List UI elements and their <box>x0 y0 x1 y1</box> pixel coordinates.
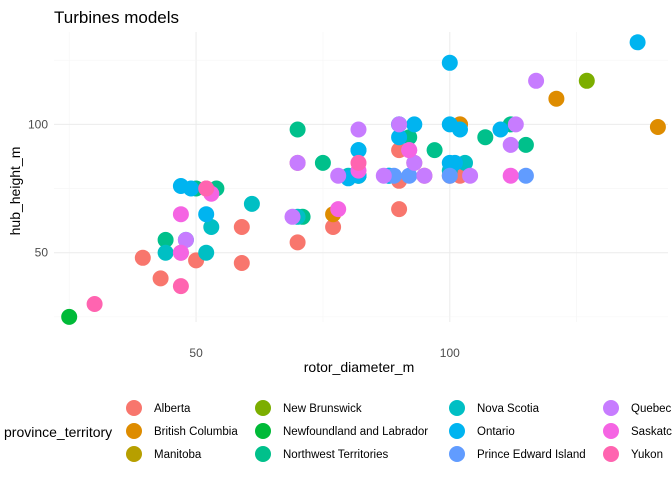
legend-key <box>449 400 465 416</box>
legend-label: Manitoba <box>154 449 202 461</box>
legend-label: Prince Edward Island <box>477 449 586 461</box>
data-points <box>61 34 666 325</box>
data-point <box>177 231 194 248</box>
legend-key <box>603 423 619 439</box>
legend-label: Quebec <box>631 403 672 415</box>
legend-label: Nova Scotia <box>477 403 540 415</box>
data-point <box>61 308 78 325</box>
data-point <box>325 219 342 235</box>
legend-key <box>449 446 465 462</box>
data-point <box>502 136 519 153</box>
data-point <box>350 154 367 171</box>
legend-label: Ontario <box>477 426 515 438</box>
data-point <box>350 121 367 138</box>
data-point <box>528 72 545 89</box>
data-point <box>416 167 433 184</box>
legend-key <box>126 423 142 439</box>
data-point <box>330 201 347 218</box>
data-point <box>477 129 494 146</box>
x-tick-label: 50 <box>189 346 203 360</box>
legend-key <box>255 446 271 462</box>
legend-label: New Brunswick <box>283 403 362 415</box>
data-point <box>198 244 215 261</box>
legend-label: Yukon <box>631 449 663 461</box>
data-point <box>517 136 534 153</box>
data-point <box>441 167 458 184</box>
data-point <box>243 195 260 212</box>
data-point <box>203 219 220 235</box>
legend-key <box>603 446 619 462</box>
data-point <box>375 167 392 184</box>
data-point <box>406 154 423 171</box>
legend-key <box>603 400 619 416</box>
data-point <box>446 154 463 171</box>
data-point <box>314 154 331 171</box>
data-point <box>391 201 408 218</box>
data-point <box>289 154 306 171</box>
legend-key <box>255 400 271 416</box>
x-axis-title: rotor_diameter_m <box>304 359 415 375</box>
y-tick-label: 100 <box>28 117 48 131</box>
chart-title: Turbines models <box>54 8 179 27</box>
y-axis-title: hub_height_m <box>7 147 23 236</box>
data-point <box>330 167 347 184</box>
data-point <box>86 296 103 312</box>
y-tick-labels: 50 100 <box>28 117 48 259</box>
legend-key <box>449 423 465 439</box>
data-point <box>157 244 174 261</box>
data-point <box>426 142 443 159</box>
data-point <box>233 255 250 271</box>
legend-label: British Columbia <box>154 426 238 438</box>
legend-title: province_territory <box>4 424 112 440</box>
data-point <box>452 121 468 138</box>
data-point <box>401 167 418 184</box>
data-point <box>152 270 169 287</box>
data-point <box>517 167 534 184</box>
data-point <box>157 231 174 248</box>
data-point <box>198 180 215 197</box>
data-point <box>391 129 408 146</box>
x-tick-labels: 50 100 <box>189 346 460 360</box>
data-point <box>629 34 646 51</box>
data-point <box>649 119 666 135</box>
data-point <box>284 208 301 225</box>
legend-label: Newfoundland and Labrador <box>283 426 428 438</box>
data-point <box>134 249 151 266</box>
data-point <box>502 167 519 184</box>
legend-key <box>255 423 271 439</box>
y-tick-label: 50 <box>35 246 49 260</box>
data-point <box>548 90 565 107</box>
data-point <box>172 244 189 261</box>
data-point <box>406 116 423 133</box>
data-point <box>289 234 306 251</box>
legend-label: Alberta <box>154 403 191 415</box>
legend-key <box>126 446 142 462</box>
x-tick-label: 100 <box>440 346 460 360</box>
legend-label: Saskatchewan <box>631 426 672 438</box>
data-point <box>172 206 189 223</box>
data-point <box>507 116 524 133</box>
data-point <box>198 206 215 223</box>
data-point <box>391 116 408 133</box>
data-point <box>492 121 509 138</box>
data-point <box>350 142 367 159</box>
data-point <box>233 219 250 235</box>
data-point <box>172 278 189 295</box>
legend: Alberta British Columbia Manitoba New Bruns… <box>126 400 672 462</box>
data-point <box>441 54 458 71</box>
data-point <box>462 167 479 184</box>
legend-key <box>126 400 142 416</box>
data-point <box>401 142 418 159</box>
legend-label: Northwest Territories <box>283 449 388 461</box>
data-point <box>289 121 306 138</box>
data-point <box>578 72 595 89</box>
data-point <box>183 180 199 197</box>
